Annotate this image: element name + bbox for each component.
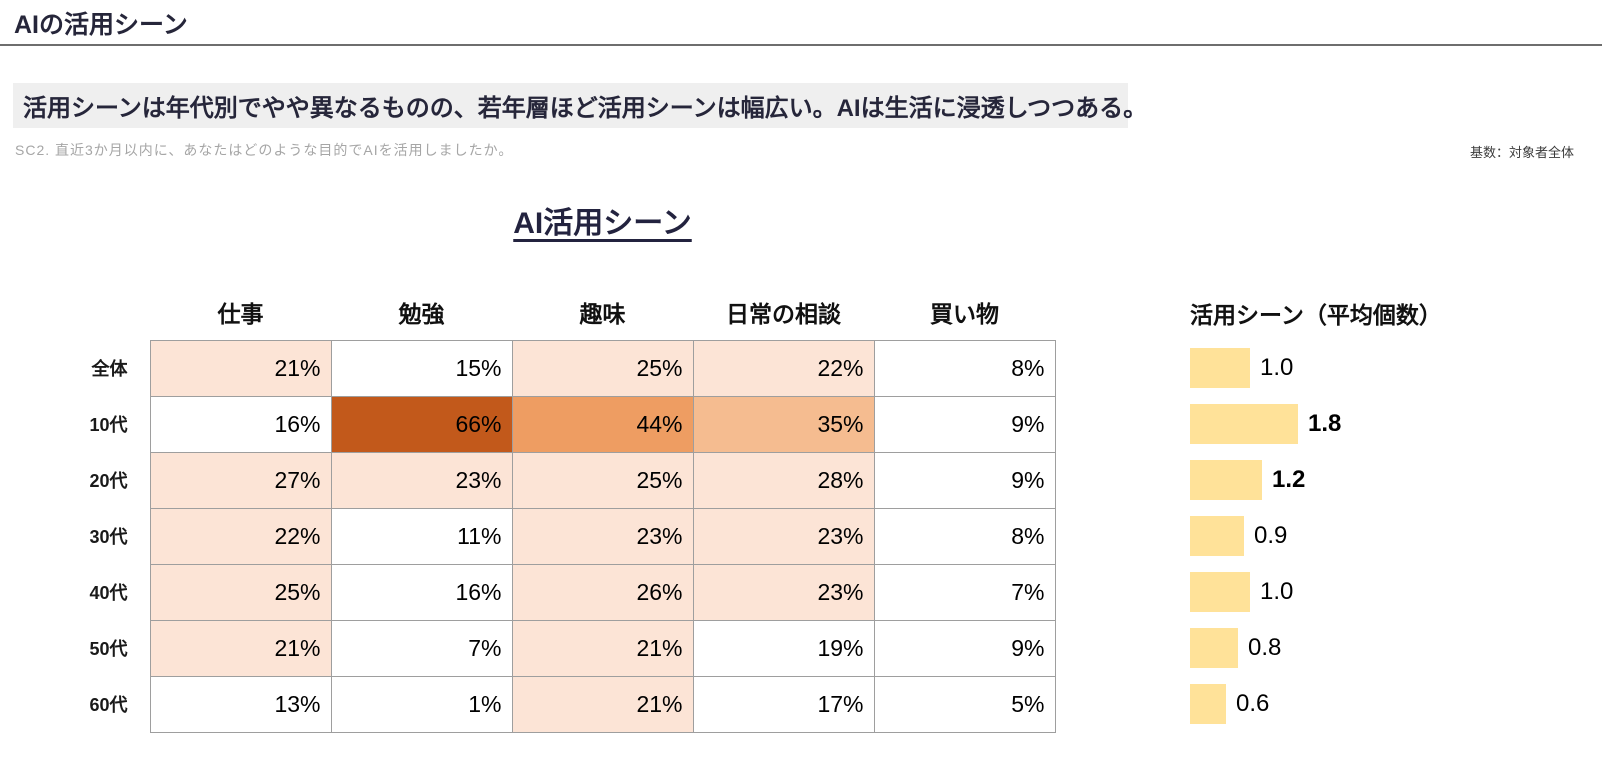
heatmap-cell: 27% bbox=[149, 451, 332, 509]
avg-value: 1.8 bbox=[1308, 410, 1342, 437]
heatmap-cell: 23% bbox=[330, 451, 513, 509]
question-text: SC2. 直近3か月以内に、あなたはどのような目的でAIを活用しましたか。 bbox=[15, 142, 514, 158]
row-label: 20代 bbox=[0, 452, 150, 508]
heatmap-header: 仕事 勉強 趣味 日常の相談 買い物 bbox=[0, 285, 1055, 340]
heatmap-cell: 23% bbox=[692, 563, 875, 621]
row-label: 60代 bbox=[0, 676, 150, 732]
heatmap-cell: 16% bbox=[149, 395, 332, 453]
table-row: 全体 21% 15% 25% 22% 8% bbox=[0, 339, 1056, 397]
heatmap: 仕事 勉強 趣味 日常の相談 買い物 全体 21% 15% 25% 22% 8% 10代 16% 66%… bbox=[0, 285, 1056, 733]
heatmap-cell: 66% bbox=[330, 395, 513, 453]
table-row: 50代 21% 7% 21% 19% 9% bbox=[0, 619, 1056, 677]
heatmap-cell: 17% bbox=[692, 675, 875, 733]
heatmap-cell: 9% bbox=[873, 395, 1056, 453]
heatmap-cell: 1% bbox=[330, 675, 513, 733]
heatmap-cell: 21% bbox=[511, 619, 694, 677]
table-row: 30代 22% 11% 23% 23% 8% bbox=[0, 507, 1056, 565]
title-divider bbox=[0, 44, 1602, 46]
table-row: 10代 16% 66% 44% 35% 9% bbox=[0, 395, 1056, 453]
heatmap-cell: 22% bbox=[149, 507, 332, 565]
avg-row: 1.8 bbox=[1190, 396, 1442, 452]
row-label: 10代 bbox=[0, 396, 150, 452]
avg-bar bbox=[1190, 516, 1244, 556]
heatmap-cell: 25% bbox=[511, 451, 694, 509]
avg-value: 1.0 bbox=[1260, 354, 1294, 381]
heatmap-cell: 23% bbox=[511, 507, 694, 565]
heatmap-cell: 21% bbox=[149, 619, 332, 677]
avg-value: 0.6 bbox=[1236, 690, 1270, 717]
table-row: 20代 27% 23% 25% 28% 9% bbox=[0, 451, 1056, 509]
heatmap-cell: 15% bbox=[330, 339, 513, 397]
avg-bar bbox=[1190, 460, 1262, 500]
base-note: 基数：対象者全体 bbox=[1469, 145, 1574, 160]
avg-value: 0.8 bbox=[1248, 634, 1282, 661]
headline-banner: 活用シーンは年代別でやや異なるものの、若年層ほど活用シーンは幅広い。AIは生活に… bbox=[13, 83, 1147, 128]
avg-panel: 活用シーン（平均個数） 1.0 1.8 1.2 0.9 1.0 0.8 0.6 bbox=[1190, 285, 1442, 732]
heatmap-cell: 22% bbox=[692, 339, 875, 397]
avg-bar bbox=[1190, 348, 1250, 388]
avg-value: 1.2 bbox=[1272, 466, 1306, 493]
heatmap-cell: 26% bbox=[511, 563, 694, 621]
heatmap-cell: 13% bbox=[149, 675, 332, 733]
avg-bar bbox=[1190, 684, 1226, 724]
avg-row: 0.6 bbox=[1190, 676, 1442, 732]
avg-value: 1.0 bbox=[1260, 578, 1294, 605]
avg-row: 0.9 bbox=[1190, 508, 1442, 564]
row-label: 30代 bbox=[0, 508, 150, 564]
heatmap-cell: 25% bbox=[149, 563, 332, 621]
header-row: 仕事 勉強 趣味 日常の相談 買い物 bbox=[0, 285, 1055, 340]
heatmap-cell: 23% bbox=[692, 507, 875, 565]
avg-row: 1.0 bbox=[1190, 340, 1442, 396]
heatmap-cell: 7% bbox=[873, 563, 1056, 621]
heatmap-cell: 16% bbox=[330, 563, 513, 621]
heatmap-cell: 35% bbox=[692, 395, 875, 453]
heatmap-cell: 7% bbox=[330, 619, 513, 677]
avg-bar bbox=[1190, 628, 1238, 668]
table-row: 60代 13% 1% 21% 17% 5% bbox=[0, 675, 1056, 733]
heatmap-cell: 9% bbox=[873, 451, 1056, 509]
heatmap-cell: 5% bbox=[873, 675, 1056, 733]
heatmap-cell: 11% bbox=[330, 507, 513, 565]
heatmap-cell: 28% bbox=[692, 451, 875, 509]
avg-value: 0.9 bbox=[1254, 522, 1288, 549]
avg-row: 1.0 bbox=[1190, 564, 1442, 620]
row-label: 全体 bbox=[0, 340, 150, 396]
heatmap-table: 仕事 勉強 趣味 日常の相談 買い物 全体 21% 15% 25% 22% 8% 10代 16% 66%… bbox=[0, 285, 1056, 733]
avg-bar bbox=[1190, 404, 1298, 444]
row-label: 50代 bbox=[0, 620, 150, 676]
column-header: 趣味 bbox=[579, 301, 626, 328]
avg-row: 0.8 bbox=[1190, 620, 1442, 676]
heatmap-cell: 25% bbox=[511, 339, 694, 397]
column-header: 勉強 bbox=[398, 301, 445, 328]
heatmap-cell: 21% bbox=[511, 675, 694, 733]
avg-bar bbox=[1190, 572, 1250, 612]
heatmap-cell: 21% bbox=[149, 339, 332, 397]
heatmap-cell: 8% bbox=[873, 507, 1056, 565]
avg-rows: 1.0 1.8 1.2 0.9 1.0 0.8 0.6 bbox=[1190, 340, 1442, 732]
column-header: 仕事 bbox=[217, 301, 264, 328]
chart-title: AI活用シーン bbox=[513, 207, 692, 240]
heatmap-cell: 44% bbox=[511, 395, 694, 453]
heatmap-cell: 9% bbox=[873, 619, 1056, 677]
heatmap-cell: 8% bbox=[873, 339, 1056, 397]
page-title: AIの活用シーン bbox=[14, 11, 188, 39]
row-label: 40代 bbox=[0, 564, 150, 620]
table-row: 40代 25% 16% 26% 23% 7% bbox=[0, 563, 1056, 621]
avg-title: 活用シーン（平均個数） bbox=[1190, 301, 1442, 328]
avg-row: 1.2 bbox=[1190, 452, 1442, 508]
corner-cell bbox=[0, 285, 150, 340]
column-header: 日常の相談 bbox=[726, 301, 841, 328]
heatmap-body: 全体 21% 15% 25% 22% 8% 10代 16% 66% 44% 35% 9% 20代 27% 2… bbox=[0, 339, 1056, 733]
column-header: 買い物 bbox=[930, 301, 999, 328]
heatmap-cell: 19% bbox=[692, 619, 875, 677]
